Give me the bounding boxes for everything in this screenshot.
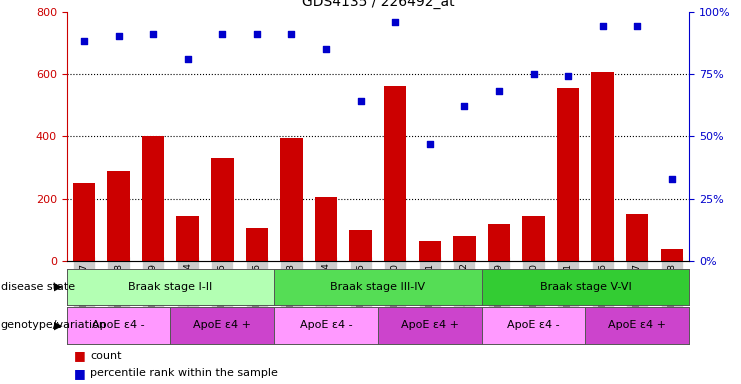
Point: [424, 141, 436, 147]
Text: disease state: disease state: [1, 282, 75, 292]
Point: [216, 31, 228, 37]
Bar: [142, 136, 165, 261]
Text: ■: ■: [74, 367, 86, 380]
Point: [78, 38, 90, 45]
Text: ApoE ε4 +: ApoE ε4 +: [193, 320, 251, 331]
Text: Braak stage I-II: Braak stage I-II: [128, 282, 213, 292]
Point: [113, 33, 124, 40]
Bar: [557, 88, 579, 261]
Bar: [315, 197, 337, 261]
Bar: [591, 72, 614, 261]
Point: [389, 18, 401, 25]
Title: GDS4135 / 226492_at: GDS4135 / 226492_at: [302, 0, 454, 9]
Text: genotype/variation: genotype/variation: [1, 320, 107, 331]
Point: [355, 98, 367, 104]
Text: ■: ■: [74, 349, 86, 362]
Bar: [384, 86, 406, 261]
Bar: [626, 214, 648, 261]
Bar: [419, 241, 441, 261]
Point: [666, 176, 678, 182]
Point: [251, 31, 263, 37]
Text: Braak stage V-VI: Braak stage V-VI: [539, 282, 631, 292]
Text: ▶: ▶: [53, 320, 62, 331]
Point: [528, 71, 539, 77]
Bar: [349, 230, 372, 261]
Text: count: count: [90, 351, 122, 361]
Point: [459, 103, 471, 109]
Bar: [245, 228, 268, 261]
Bar: [453, 236, 476, 261]
Bar: [488, 223, 510, 261]
Text: ApoE ε4 -: ApoE ε4 -: [92, 320, 145, 331]
Text: ApoE ε4 -: ApoE ε4 -: [507, 320, 560, 331]
Point: [493, 88, 505, 94]
Text: ApoE ε4 +: ApoE ε4 +: [401, 320, 459, 331]
Text: percentile rank within the sample: percentile rank within the sample: [90, 368, 279, 378]
Text: Braak stage III-IV: Braak stage III-IV: [330, 282, 425, 292]
Text: ApoE ε4 -: ApoE ε4 -: [299, 320, 353, 331]
Bar: [176, 216, 199, 261]
Point: [285, 31, 297, 37]
Bar: [107, 170, 130, 261]
Bar: [280, 138, 303, 261]
Point: [320, 46, 332, 52]
Bar: [73, 183, 95, 261]
Bar: [211, 158, 233, 261]
Text: ▶: ▶: [53, 282, 62, 292]
Point: [562, 73, 574, 79]
Point: [631, 23, 643, 30]
Point: [147, 31, 159, 37]
Bar: [661, 249, 683, 261]
Point: [597, 23, 608, 30]
Text: ApoE ε4 +: ApoE ε4 +: [608, 320, 666, 331]
Point: [182, 56, 193, 62]
Bar: [522, 216, 545, 261]
